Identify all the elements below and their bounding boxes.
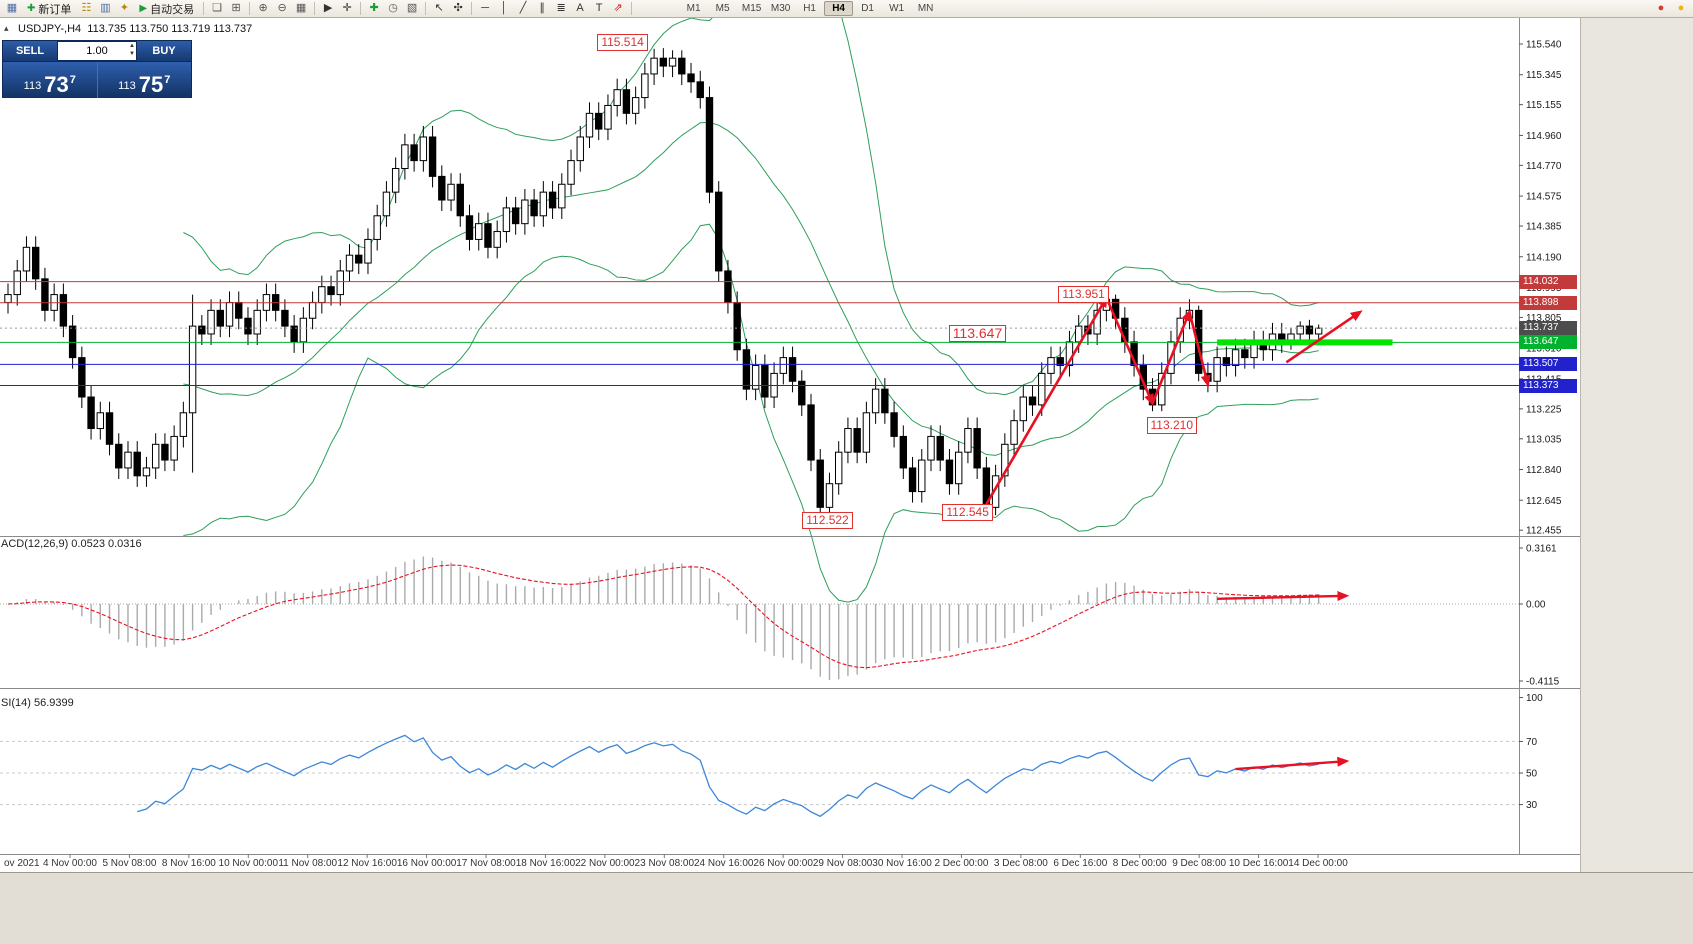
buy-price[interactable]: 113 75 7 xyxy=(96,62,191,98)
add-indicator-icon[interactable]: ✚ xyxy=(369,2,379,14)
periods-icon[interactable]: ◷ xyxy=(388,2,398,14)
chart-ohlc-header: USDJPY-,H4 113.735 113.750 113.719 113.7… xyxy=(18,23,252,35)
timeframe-H4[interactable]: H4 xyxy=(824,1,854,16)
toolbar-separator xyxy=(471,2,473,15)
ohlc-values: 113.735 113.750 113.719 113.737 xyxy=(87,23,253,35)
timeframe-H1[interactable]: H1 xyxy=(803,3,816,14)
macd-indicator-label: ACD(12,26,9) 0.0523 0.0316 xyxy=(1,538,142,550)
timeframe-M5[interactable]: M5 xyxy=(715,3,730,14)
rsi-indicator-label: SI(14) 56.9399 xyxy=(1,697,74,709)
data-window-icon[interactable]: ▥ xyxy=(100,2,111,14)
text-label-icon[interactable]: T xyxy=(595,2,603,14)
new-order-button-label: 新订单 xyxy=(38,3,72,16)
pan-tool-icon[interactable]: ✣ xyxy=(453,2,463,14)
cursor-icon[interactable]: ▶ xyxy=(323,2,333,14)
timeframe-M30[interactable]: M30 xyxy=(770,3,791,14)
timeframe-bar: M1 M5 M15 M30 H1 H4 D1 W1 MN xyxy=(679,1,940,16)
axis-price-badge: 114.032 xyxy=(1519,274,1577,289)
volume-down-icon[interactable]: ▼ xyxy=(129,51,135,57)
toolbar-separator xyxy=(249,2,251,15)
axis-price-badge: 113.737 xyxy=(1519,321,1577,336)
buy-button[interactable]: BUY xyxy=(137,41,191,61)
autotrading-button[interactable]: ▶ 自动交易 xyxy=(134,1,199,16)
community-icon[interactable]: ● xyxy=(1677,2,1685,14)
price-annotation[interactable]: 112.545 xyxy=(942,504,993,521)
templates-icon[interactable]: ▧ xyxy=(406,2,418,14)
auto-arrange-icon[interactable]: ▦ xyxy=(295,2,307,14)
sell-button[interactable]: SELL xyxy=(3,41,57,61)
timeframe-D1[interactable]: D1 xyxy=(861,3,874,14)
toolbar-separator xyxy=(360,2,362,15)
axis-price-badge: 113.507 xyxy=(1519,357,1577,372)
channel-icon[interactable]: ∥ xyxy=(539,2,545,14)
toolbar-separator xyxy=(631,2,633,15)
arrows-tool-icon[interactable]: ⇗ xyxy=(613,2,623,14)
zoom-out-icon[interactable]: ⊖ xyxy=(277,2,287,14)
text-tool-icon[interactable]: A xyxy=(576,2,584,14)
sell-price[interactable]: 113 73 7 xyxy=(3,62,97,98)
trendline-icon[interactable]: ╱ xyxy=(519,2,527,14)
pointer-tool-icon[interactable]: ↖ xyxy=(434,2,444,14)
timeframe-M1[interactable]: M1 xyxy=(686,3,701,14)
price-annotation[interactable]: 113.210 xyxy=(1146,417,1198,435)
fibonacci-icon[interactable]: ≣ xyxy=(556,2,566,14)
new-order-button-icon: ✚ xyxy=(27,3,36,14)
axis-price-badge: 113.898 xyxy=(1519,295,1577,310)
price-annotation[interactable]: 115.514 xyxy=(597,34,648,52)
tile-windows-icon[interactable]: ⊞ xyxy=(231,2,241,14)
vertical-line-icon[interactable]: │ xyxy=(500,2,508,14)
timeframe-W1[interactable]: W1 xyxy=(889,3,905,14)
toolbar: ▦ ✚ 新订单 ☷ ▥ ✦ ▶ 自动交易 ❏ ⊞ ⊕ ⊖ ▦ ▶ ✛ ✚ ◷ ▧ ↖ ✣ ─ │ ╱ ∥ ≣ A T ⇗ M1 M5 M1… xyxy=(0,0,1693,18)
volume-value: 1.00 xyxy=(86,45,108,57)
price-annotation[interactable]: 113.647 xyxy=(948,325,1007,343)
toolbar-separator xyxy=(203,2,205,15)
new-order-button[interactable]: ✚ 新订单 xyxy=(22,1,76,16)
toolbar-separator xyxy=(314,2,316,15)
axis-price-badge: 113.647 xyxy=(1519,335,1577,350)
autotrading-button-label: 自动交易 xyxy=(150,3,195,16)
volume-up-icon[interactable]: ▲ xyxy=(129,43,135,49)
one-click-trading-panel: SELL 1.00 ▲ ▼ BUY 113 73 7 113 75 7 xyxy=(2,40,192,98)
crosshair-icon[interactable]: ✛ xyxy=(342,2,352,14)
right-filler xyxy=(1580,18,1693,872)
toolbar-separator xyxy=(425,2,427,15)
chart-background xyxy=(0,18,1580,872)
one-click-collapse-icon[interactable]: ▴ xyxy=(4,23,9,33)
new-chart-icon[interactable]: ▦ xyxy=(6,2,18,14)
axis-price-badge: 113.373 xyxy=(1519,378,1577,393)
price-annotation[interactable]: 113.951 xyxy=(1058,286,1109,304)
navigator-icon[interactable]: ✦ xyxy=(119,2,129,14)
price-annotation[interactable]: 112.522 xyxy=(802,511,853,529)
volume-input[interactable]: 1.00 ▲ ▼ xyxy=(57,41,137,61)
cascade-windows-icon[interactable]: ❏ xyxy=(212,2,223,14)
timeframe-MN[interactable]: MN xyxy=(917,3,934,14)
bottom-filler xyxy=(0,872,1693,944)
autotrading-button-icon: ▶ xyxy=(139,3,148,14)
horizontal-line-icon[interactable]: ─ xyxy=(481,2,489,14)
news-icon[interactable]: ● xyxy=(1657,2,1665,14)
marketwatch-icon[interactable]: ☷ xyxy=(81,2,92,14)
zoom-in-icon[interactable]: ⊕ xyxy=(258,2,268,14)
symbol-period-label: USDJPY-,H4 xyxy=(18,23,82,35)
timeframe-M15[interactable]: M15 xyxy=(741,3,762,14)
